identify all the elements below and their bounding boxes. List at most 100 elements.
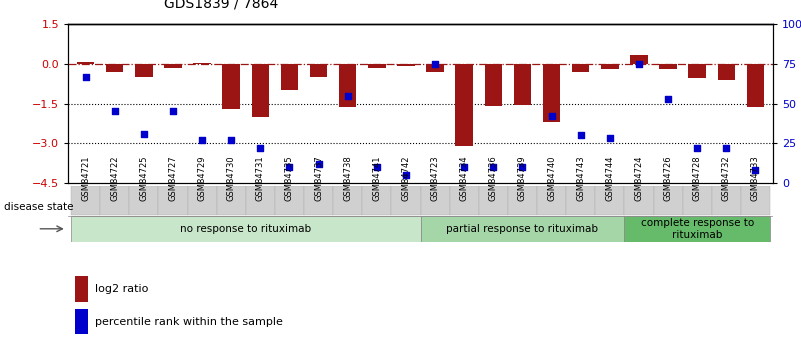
Text: GSM84725: GSM84725: [139, 155, 148, 201]
Text: GSM84733: GSM84733: [751, 155, 760, 201]
Text: GSM84741: GSM84741: [372, 155, 381, 201]
Point: [195, 137, 208, 143]
Text: disease state: disease state: [4, 202, 74, 212]
Bar: [280, 64, 298, 90]
Text: GSM84732: GSM84732: [722, 155, 731, 201]
Point: [429, 61, 441, 67]
Text: GSM84724: GSM84724: [634, 155, 643, 201]
FancyBboxPatch shape: [216, 186, 246, 215]
Point: [138, 131, 151, 136]
Point: [79, 74, 92, 79]
FancyBboxPatch shape: [625, 186, 654, 215]
Text: GSM84735: GSM84735: [285, 155, 294, 201]
Point: [458, 164, 471, 170]
Bar: [426, 64, 444, 72]
Text: GSM84722: GSM84722: [111, 155, 119, 201]
Point: [574, 132, 587, 138]
Point: [167, 109, 179, 114]
Point: [283, 164, 296, 170]
Bar: [513, 64, 531, 105]
Text: partial response to rituximab: partial response to rituximab: [446, 224, 598, 234]
FancyBboxPatch shape: [246, 186, 275, 215]
Text: GSM84726: GSM84726: [663, 155, 673, 201]
Text: GDS1839 / 7864: GDS1839 / 7864: [164, 0, 279, 10]
Bar: [485, 64, 502, 106]
FancyBboxPatch shape: [100, 186, 129, 215]
FancyBboxPatch shape: [741, 186, 770, 215]
Text: complete response to
rituximab: complete response to rituximab: [641, 218, 754, 240]
FancyBboxPatch shape: [71, 216, 421, 241]
FancyBboxPatch shape: [333, 186, 362, 215]
Bar: [397, 64, 415, 67]
Text: GSM84738: GSM84738: [343, 155, 352, 201]
Text: no response to rituximab: no response to rituximab: [180, 224, 312, 234]
Point: [603, 136, 616, 141]
FancyBboxPatch shape: [566, 186, 595, 215]
Bar: [223, 64, 240, 109]
FancyBboxPatch shape: [304, 186, 333, 215]
Text: GSM84744: GSM84744: [606, 155, 614, 201]
Point: [487, 164, 500, 170]
Point: [516, 164, 529, 170]
Text: GSM84734: GSM84734: [460, 155, 469, 201]
Point: [341, 93, 354, 98]
Bar: [193, 62, 211, 64]
Text: log2 ratio: log2 ratio: [95, 284, 148, 294]
FancyBboxPatch shape: [275, 186, 304, 215]
FancyBboxPatch shape: [71, 186, 100, 215]
FancyBboxPatch shape: [421, 186, 449, 215]
Point: [254, 145, 267, 151]
Text: GSM84740: GSM84740: [547, 155, 556, 201]
FancyBboxPatch shape: [508, 186, 537, 215]
Bar: [630, 55, 648, 64]
Bar: [339, 64, 356, 108]
FancyBboxPatch shape: [187, 186, 216, 215]
Point: [225, 137, 238, 143]
Text: GSM84727: GSM84727: [168, 155, 178, 201]
Bar: [106, 64, 123, 72]
Point: [690, 145, 703, 151]
Text: GSM84743: GSM84743: [576, 155, 586, 201]
Text: GSM84731: GSM84731: [256, 155, 265, 201]
Text: GSM84736: GSM84736: [489, 155, 498, 201]
Point: [662, 96, 674, 101]
Point: [312, 161, 325, 167]
FancyBboxPatch shape: [625, 216, 770, 241]
Text: GSM84737: GSM84737: [314, 155, 323, 201]
FancyBboxPatch shape: [682, 186, 712, 215]
FancyBboxPatch shape: [449, 186, 479, 215]
Bar: [456, 64, 473, 146]
Text: GSM84728: GSM84728: [693, 155, 702, 201]
Text: GSM84742: GSM84742: [401, 155, 410, 201]
FancyBboxPatch shape: [362, 186, 392, 215]
Bar: [689, 64, 706, 78]
FancyBboxPatch shape: [421, 216, 625, 241]
Point: [545, 114, 558, 119]
Bar: [75, 276, 88, 302]
FancyBboxPatch shape: [654, 186, 682, 215]
Bar: [135, 64, 152, 77]
FancyBboxPatch shape: [479, 186, 508, 215]
Point: [720, 145, 733, 151]
Text: GSM84739: GSM84739: [518, 155, 527, 201]
Text: GSM84721: GSM84721: [81, 155, 90, 201]
Bar: [747, 64, 764, 108]
FancyBboxPatch shape: [595, 186, 625, 215]
Bar: [572, 64, 590, 72]
FancyBboxPatch shape: [537, 186, 566, 215]
Bar: [77, 62, 95, 64]
Bar: [601, 64, 618, 69]
FancyBboxPatch shape: [159, 186, 187, 215]
Bar: [368, 64, 385, 68]
Point: [370, 164, 383, 170]
Text: GSM84730: GSM84730: [227, 155, 235, 201]
Bar: [659, 64, 677, 69]
Bar: [310, 64, 328, 77]
Text: GSM84723: GSM84723: [431, 155, 440, 201]
FancyBboxPatch shape: [712, 186, 741, 215]
Bar: [75, 309, 88, 334]
Bar: [543, 64, 561, 122]
FancyBboxPatch shape: [392, 186, 421, 215]
Bar: [718, 64, 735, 80]
Point: [108, 109, 121, 114]
